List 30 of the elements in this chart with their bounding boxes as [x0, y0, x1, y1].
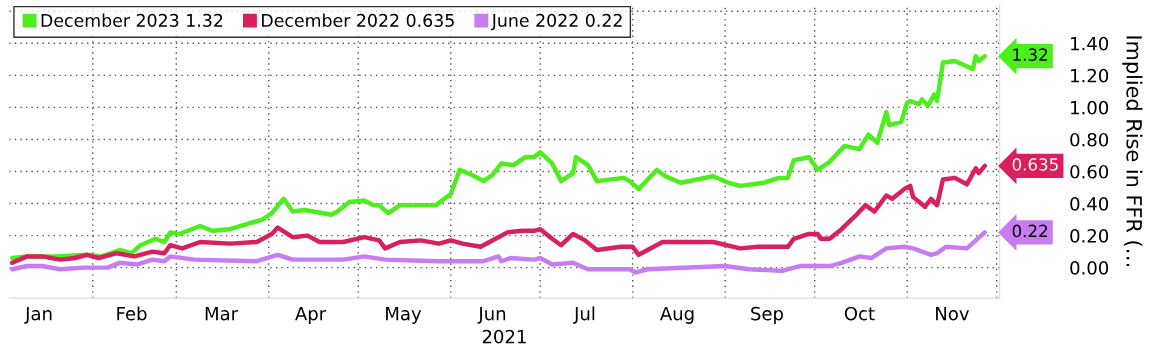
y-tick-label: 1.00: [1071, 100, 1109, 115]
x-tick-label: Jan: [24, 306, 52, 324]
x-tick-label: Aug: [659, 306, 694, 324]
y-tick-label: 0.20: [1070, 229, 1109, 243]
x-tick-label: Mar: [205, 306, 239, 321]
y-tick-label: 0.40: [1070, 197, 1109, 211]
x-axis-title: 2021: [482, 329, 526, 344]
annotation: 1.32: [1013, 48, 1047, 61]
x-tick-label: Jul: [573, 306, 595, 324]
y-tick-label: 0.60: [1070, 164, 1109, 179]
line-series: [9, 163, 987, 266]
x-tick-label: May: [386, 306, 422, 324]
legend-label: December 2022 0.635: [262, 13, 454, 27]
line-series: [9, 53, 987, 261]
y-tick-label: 1.20: [1071, 68, 1109, 83]
legend-label: December 2023 1.32: [41, 13, 223, 27]
y-axis-title: Implied Rise in FFR (…: [1122, 36, 1143, 267]
x-tick-label: Oct: [844, 306, 875, 321]
y-tick-label: 0.00: [1070, 261, 1109, 275]
line-series: [9, 230, 987, 275]
x-tick-label: Feb: [117, 306, 147, 321]
y-tick-label: 0.80: [1070, 132, 1109, 147]
x-tick-label: Jun: [477, 306, 506, 324]
annotation: 0.635: [1012, 158, 1058, 171]
x-tick-label: Sep: [751, 306, 783, 324]
y-tick-label: 1.40: [1071, 36, 1109, 51]
x-tick-label: Apr: [295, 306, 327, 324]
x-tick-label: Nov: [936, 306, 969, 321]
legend-label: June 2022 0.22: [490, 13, 622, 31]
annotation: 0.22: [1012, 224, 1047, 238]
